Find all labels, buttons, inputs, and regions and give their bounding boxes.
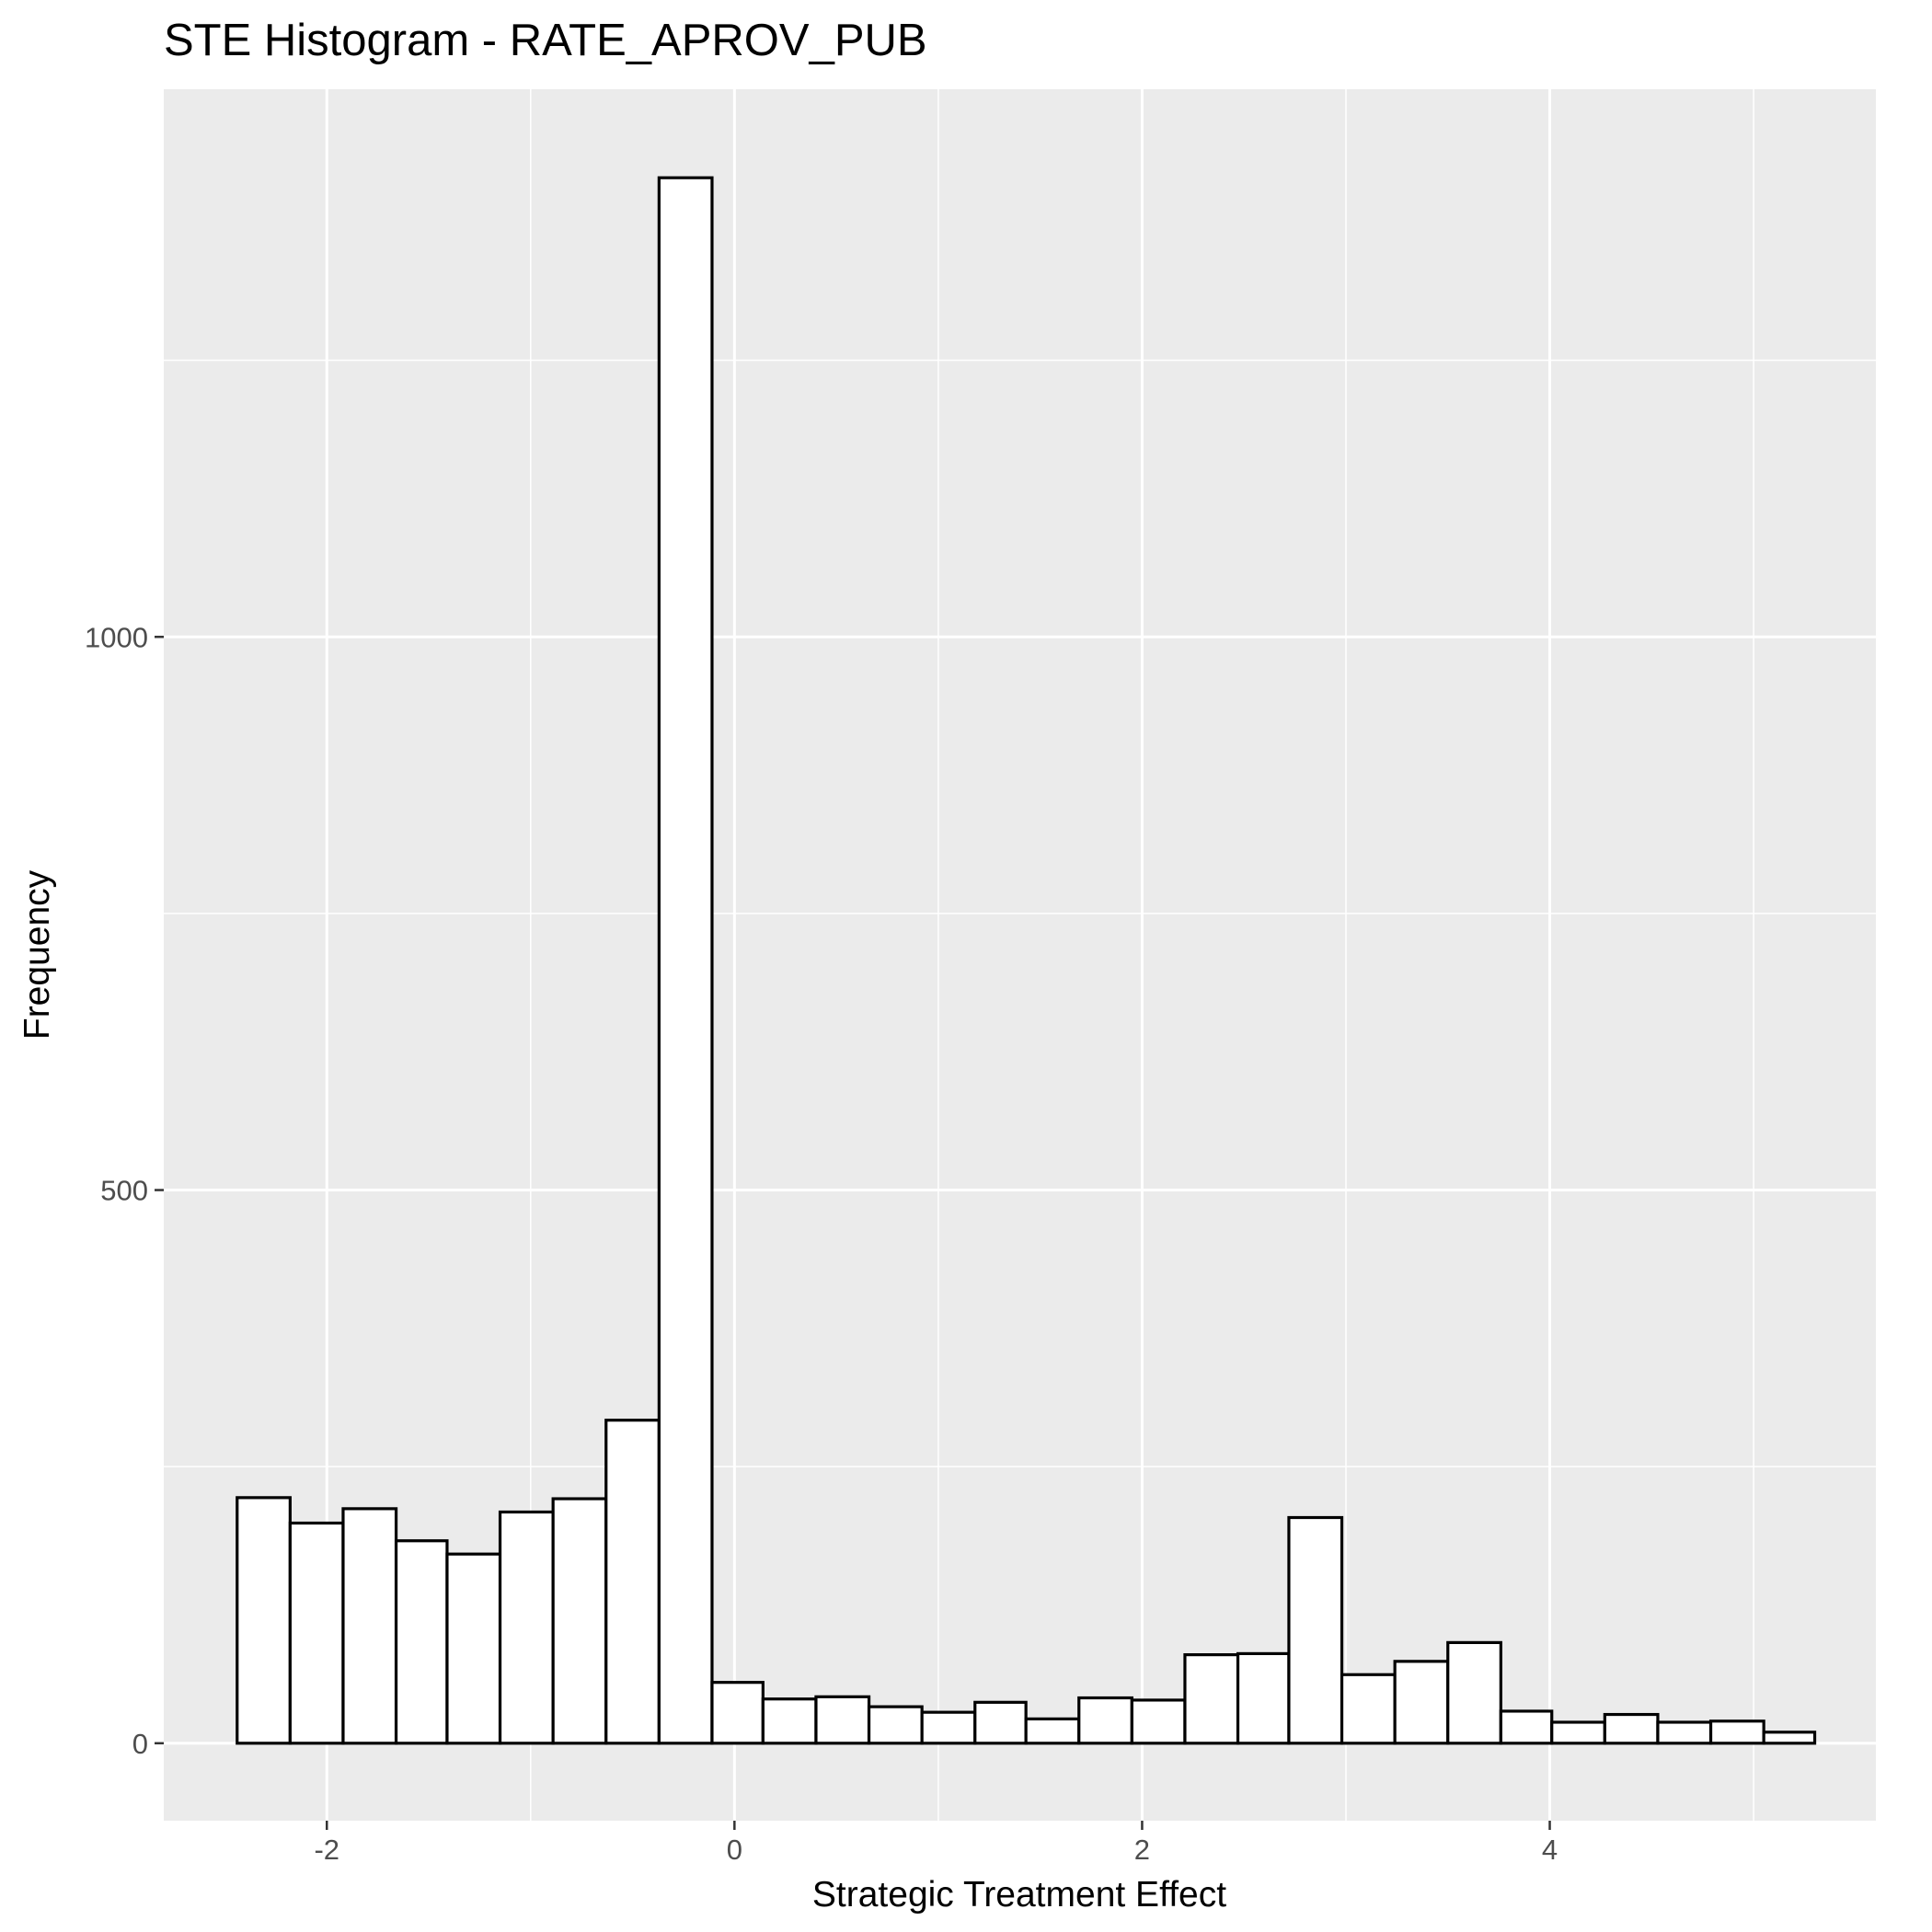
histogram-bar [1550,1720,1606,1745]
histogram-bar [445,1552,502,1745]
histogram-bars [236,176,1817,1745]
histogram-bar [920,1710,977,1745]
histogram-bar [1287,1515,1344,1745]
x-axis-title: Strategic Treatment Effect [812,1875,1226,1915]
histogram-bar [1499,1709,1554,1745]
histogram-bar [394,1539,449,1745]
histogram-bar [288,1521,345,1745]
histogram-bar [1656,1720,1713,1745]
chart-title: STE Histogram - RATE_APROV_PUB [164,16,927,65]
histogram-bar [1183,1653,1240,1745]
histogram-bar [1340,1673,1397,1745]
histogram-bar [1130,1698,1187,1745]
histogram-bar [867,1705,924,1745]
histogram-bar [236,1496,292,1745]
histogram-bar [1603,1712,1660,1745]
histogram-bar [710,1681,765,1745]
histogram-bar [814,1695,871,1745]
y-tick-label: 1000 [85,621,148,653]
histogram-bar [1708,1719,1765,1745]
x-tick-label: -2 [314,1834,339,1866]
x-tick-label: 0 [727,1834,742,1866]
histogram-bar [1077,1696,1133,1745]
histogram-bar [341,1507,398,1745]
y-tick-label: 0 [132,1728,148,1760]
histogram-bar [1236,1651,1291,1745]
histogram-bar [1024,1717,1081,1745]
x-axis: -2 0 2 4 [314,1821,1558,1866]
minor-gridlines [164,89,1876,1821]
x-tick-label: 2 [1134,1834,1150,1866]
plot-panel [164,89,1876,1821]
histogram-bar [551,1497,608,1745]
histogram-bar [1446,1640,1502,1745]
histogram-bar [1393,1660,1450,1745]
y-tick-label: 500 [100,1175,148,1207]
y-axis: 0 500 1000 [85,621,164,1760]
histogram-bar [604,1419,661,1745]
histogram-bar [761,1697,818,1745]
x-tick-label: 4 [1542,1834,1558,1866]
histogram-bar [498,1510,555,1745]
histogram-bar [1762,1731,1817,1745]
histogram-bar [973,1700,1028,1745]
y-axis-title: Frequency [17,869,57,1040]
histogram-bar [657,176,714,1745]
